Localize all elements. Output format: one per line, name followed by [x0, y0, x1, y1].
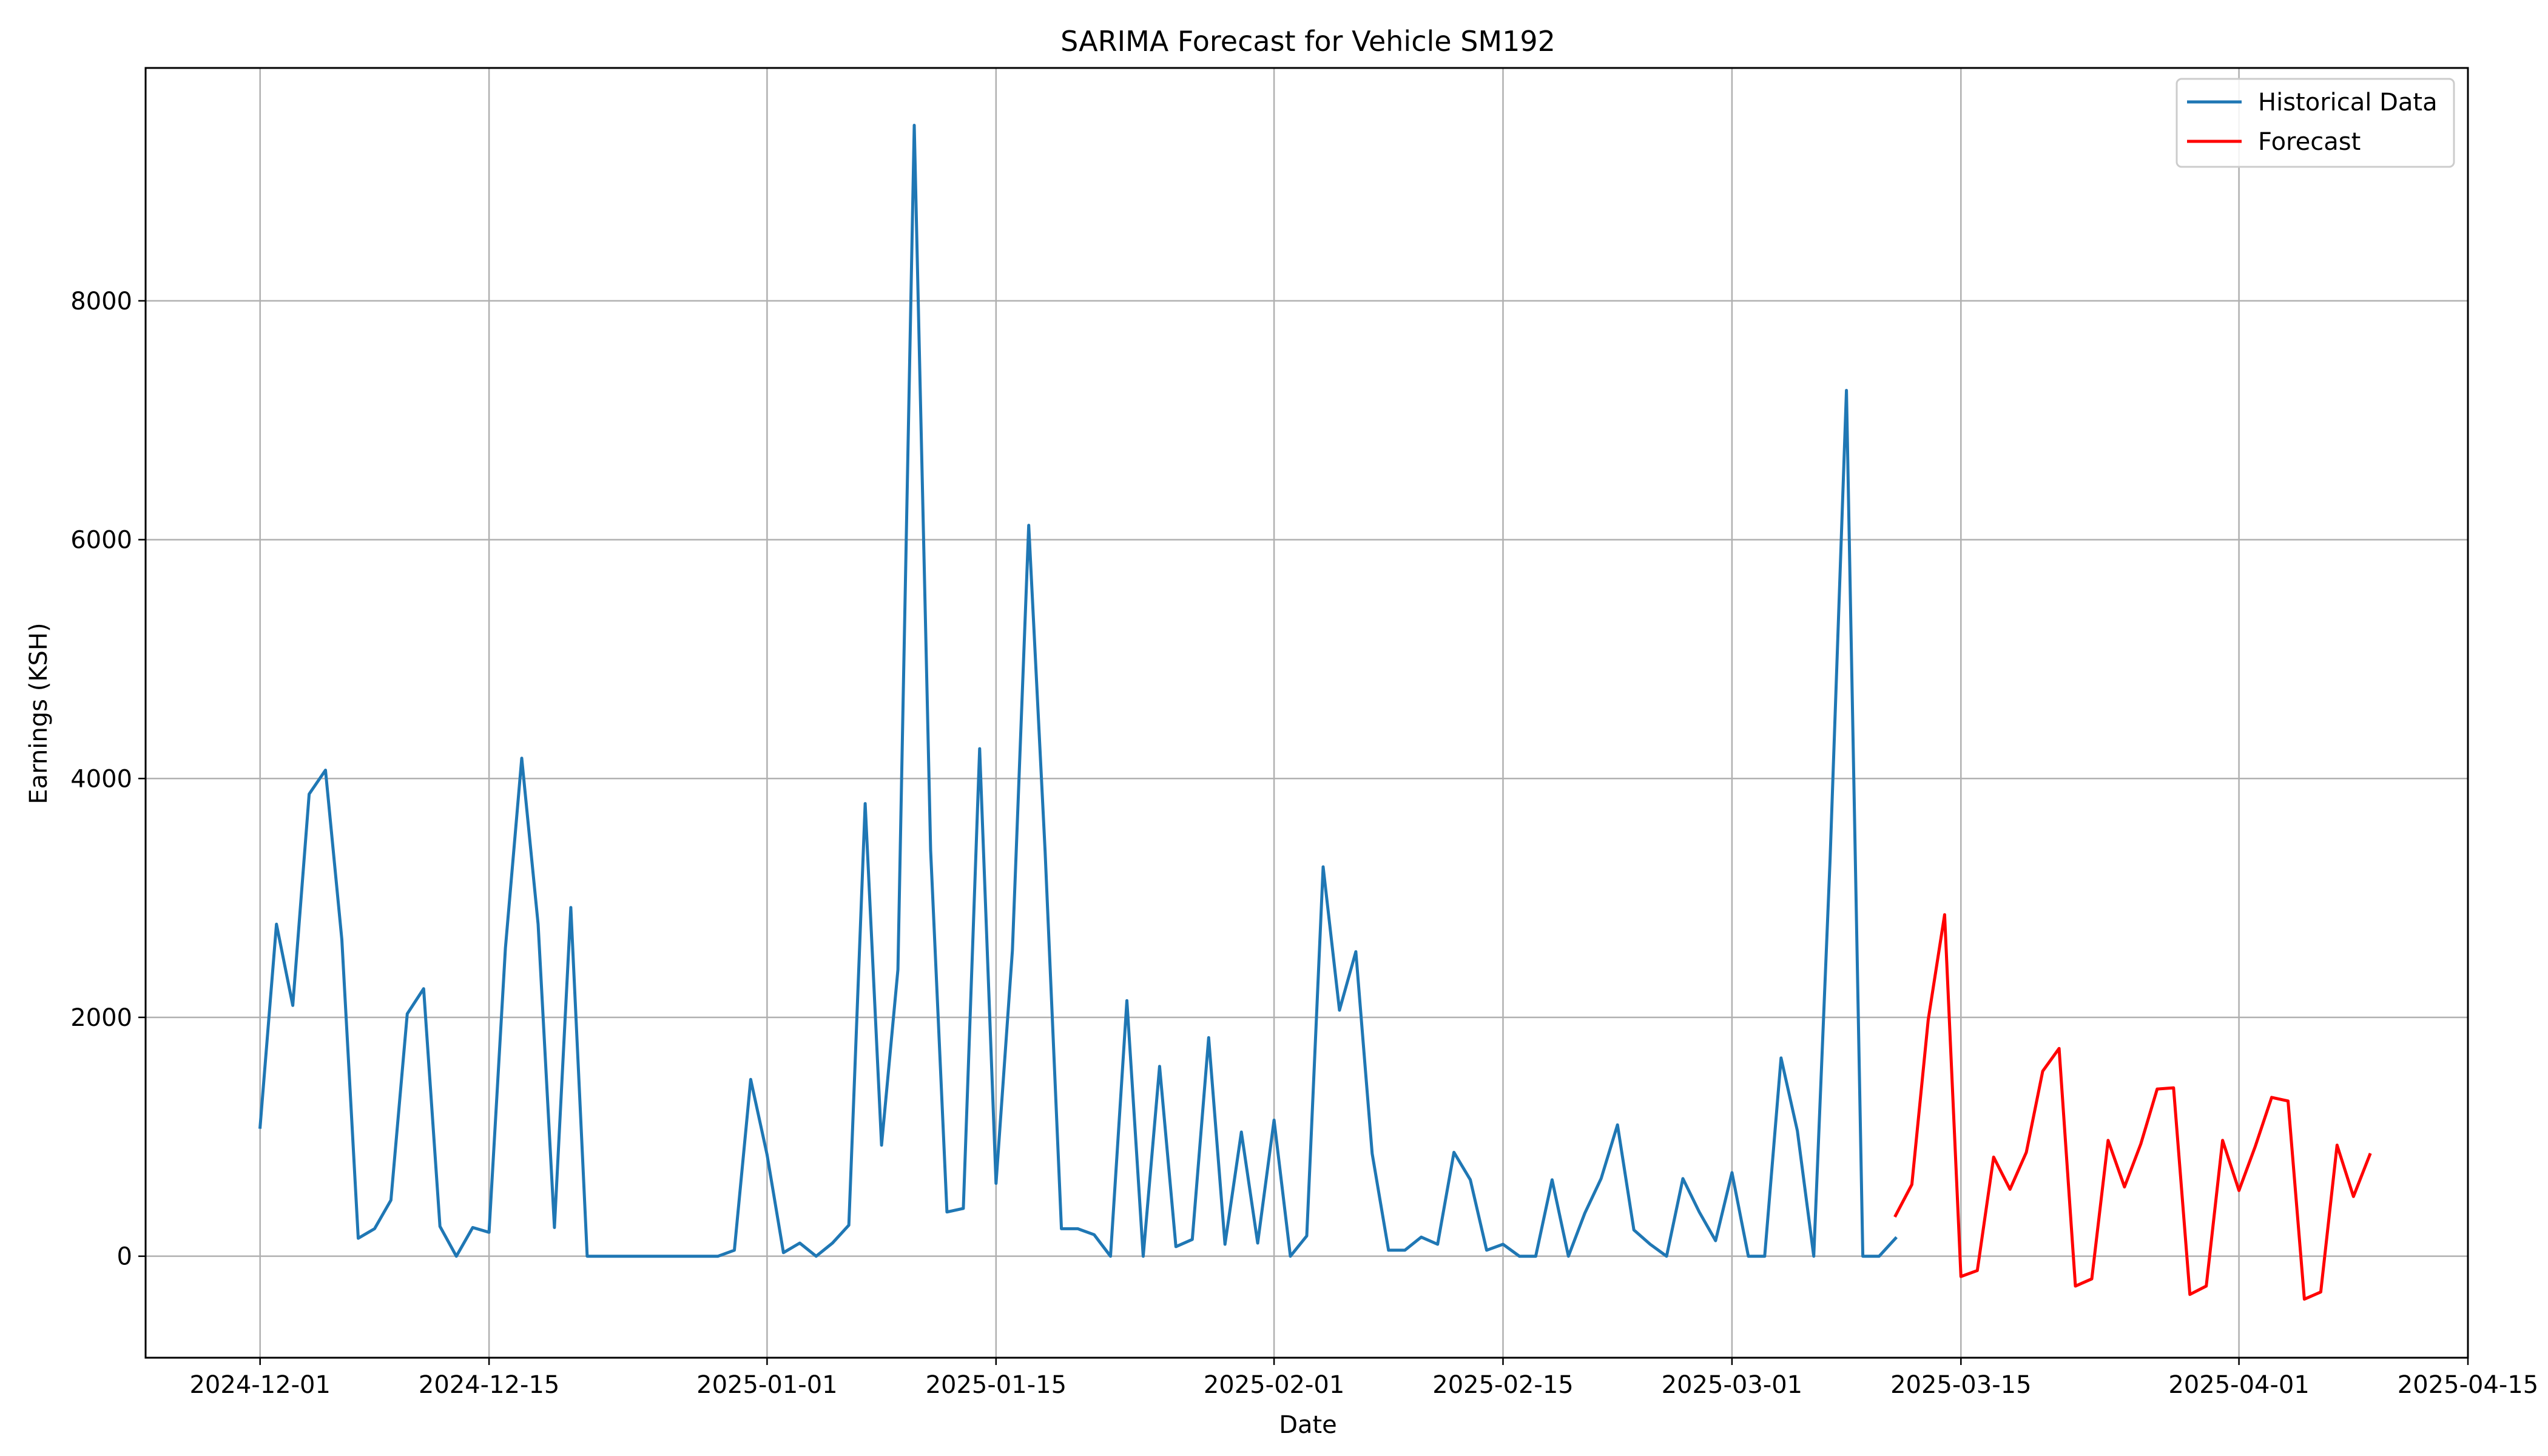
- y-tick-label: 4000: [70, 765, 132, 793]
- series-lines: [258, 124, 2372, 1301]
- legend-label-historical: Historical Data: [2258, 89, 2438, 116]
- grid-lines: [146, 68, 2469, 1358]
- x-tick-label: 2025-01-01: [696, 1371, 837, 1399]
- chart-title: SARIMA Forecast for Vehicle SM192: [1060, 25, 1555, 58]
- y-tick-label: 6000: [70, 527, 132, 554]
- x-tick-label: 2025-02-15: [1432, 1371, 1573, 1399]
- x-tick-label: 2024-12-01: [189, 1371, 330, 1399]
- x-axis-label: Date: [1279, 1411, 1337, 1439]
- x-tick-label: 2025-03-01: [1662, 1371, 1802, 1399]
- axis-ticks: 2024-12-01 2024-12-15 2025-01-01 2025-01-15…: [70, 288, 2538, 1399]
- legend-box: [2176, 78, 2455, 168]
- x-tick-label: 2024-12-15: [419, 1371, 559, 1399]
- y-axis-label: Earnings (KSH): [25, 622, 53, 804]
- x-tick-label: 2025-03-15: [1890, 1371, 2031, 1399]
- x-tick-label: 2025-04-01: [2168, 1371, 2309, 1399]
- x-tick-label: 2025-02-01: [1204, 1371, 1344, 1399]
- historical-data-line: [258, 124, 1898, 1258]
- plot-frame: [144, 67, 2469, 1359]
- forecast-line: [1893, 913, 2372, 1301]
- x-tick-label: 2025-04-15: [2398, 1371, 2538, 1399]
- y-tick-label: 0: [117, 1243, 132, 1271]
- legend: Historical Data Forecast: [2176, 78, 2455, 168]
- legend-label-forecast: Forecast: [2258, 128, 2361, 156]
- x-tick-label: 2025-01-15: [926, 1371, 1067, 1399]
- y-tick-label: 2000: [70, 1004, 132, 1032]
- y-tick-label: 8000: [70, 288, 132, 315]
